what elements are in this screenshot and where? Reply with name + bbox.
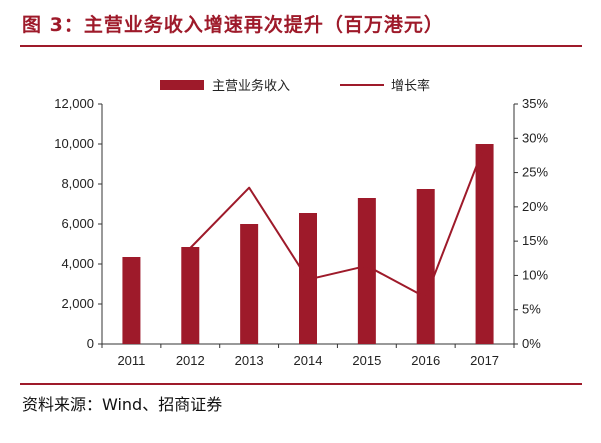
y-right-tick-label: 20% [522, 199, 548, 214]
legend-swatch-revenue [160, 80, 204, 90]
bar-revenue [181, 247, 200, 344]
y-right-tick-label: 35% [522, 96, 548, 111]
bar-revenue [122, 257, 141, 344]
y-right-tick-label: 25% [522, 165, 548, 180]
y-right-tick-label: 30% [522, 130, 548, 145]
bar-revenue [416, 189, 435, 344]
bar-revenue [475, 144, 494, 344]
y-right-tick-label: 0% [522, 336, 541, 351]
y-left-tick-label: 0 [87, 336, 94, 351]
line-growth-rate [189, 144, 486, 299]
y-left-tick-label: 6,000 [61, 216, 94, 231]
chart-title: 图 3：主营业务收入增速再次提升（百万港元） [22, 14, 444, 36]
y-left-tick-label: 10,000 [54, 136, 94, 151]
y-right-tick-label: 5% [522, 302, 541, 317]
y-right-tick-label: 10% [522, 267, 548, 282]
x-tick-label: 2014 [294, 353, 323, 368]
source-divider [20, 383, 582, 385]
bar-revenue [357, 198, 376, 344]
bar-revenue [240, 224, 259, 344]
y-left-tick-label: 2,000 [61, 296, 94, 311]
x-tick-label: 2015 [352, 353, 381, 368]
source-note: 资料来源：Wind、招商证券 [22, 395, 223, 414]
y-left-tick-label: 8,000 [61, 176, 94, 191]
legend-label-growth: 增长率 [391, 78, 430, 94]
legend-label-revenue: 主营业务收入 [212, 78, 290, 94]
y-left-tick-label: 4,000 [61, 256, 94, 271]
y-right-tick-label: 15% [522, 233, 548, 248]
title-divider [20, 45, 582, 47]
y-left-tick-label: 12,000 [54, 96, 94, 111]
x-tick-label: 2017 [470, 353, 499, 368]
x-tick-label: 2016 [411, 353, 440, 368]
x-tick-label: 2012 [176, 353, 205, 368]
x-tick-label: 2011 [117, 353, 145, 368]
x-tick-label: 2013 [235, 353, 264, 368]
